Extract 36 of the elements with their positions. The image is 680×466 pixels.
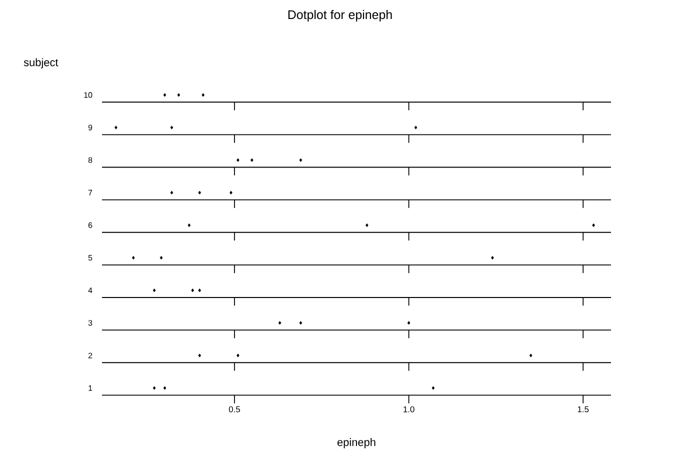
point [250,158,254,162]
point [299,158,302,162]
point [160,256,163,260]
point [163,93,166,97]
point [163,386,166,390]
point [529,354,532,358]
point [432,386,435,390]
point [366,223,368,228]
point [132,256,135,260]
point [188,223,191,228]
x-tick-label: 1.5 [578,406,589,412]
point [202,93,205,97]
x-tick-label: 0.5 [228,406,240,412]
y-axis-title: subject [24,58,58,68]
point [299,321,302,325]
point [198,288,202,292]
x-axis-title: epineph [337,438,376,448]
point [191,288,194,292]
point [230,190,232,194]
point [407,321,410,325]
point [177,93,180,97]
point [114,126,118,130]
point [170,190,174,194]
point [278,321,282,325]
chart-title: Dotplot for epineph [288,10,392,22]
point [236,354,240,358]
point [236,158,240,162]
point [198,354,202,358]
point [152,288,156,292]
point [491,256,494,260]
point [592,223,595,228]
x-tick-label: 1.0 [404,406,414,412]
point [152,386,156,390]
point [414,126,418,130]
point [198,190,202,194]
point [170,126,174,130]
